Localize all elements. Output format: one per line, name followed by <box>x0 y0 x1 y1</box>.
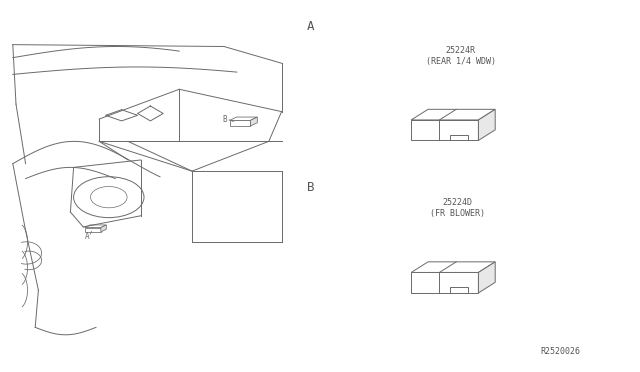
Text: A: A <box>307 20 314 32</box>
Polygon shape <box>450 287 468 293</box>
Polygon shape <box>479 109 495 140</box>
Polygon shape <box>412 120 479 140</box>
Polygon shape <box>84 225 106 228</box>
Text: (REAR 1/4 WDW): (REAR 1/4 WDW) <box>426 57 496 66</box>
Polygon shape <box>412 272 479 293</box>
Text: B: B <box>307 182 314 194</box>
Polygon shape <box>412 109 495 120</box>
Text: (FR BLOWER): (FR BLOWER) <box>430 209 485 218</box>
Polygon shape <box>450 135 468 140</box>
Polygon shape <box>230 117 257 121</box>
Polygon shape <box>412 262 495 272</box>
Text: 25224R: 25224R <box>446 46 476 55</box>
Text: R2520026: R2520026 <box>540 347 580 356</box>
Polygon shape <box>101 225 106 232</box>
Text: A: A <box>85 232 90 241</box>
Polygon shape <box>84 228 101 232</box>
Text: 25224D: 25224D <box>443 198 472 207</box>
Polygon shape <box>479 262 495 293</box>
Text: B: B <box>222 115 227 124</box>
Polygon shape <box>230 121 250 126</box>
Polygon shape <box>250 117 257 126</box>
